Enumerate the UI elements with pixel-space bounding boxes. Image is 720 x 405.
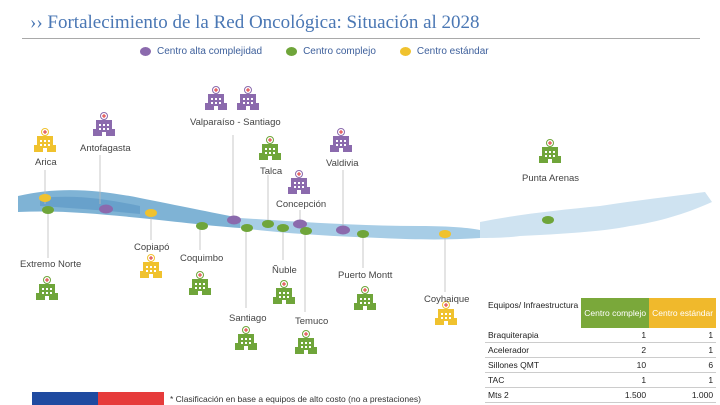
table-cell: Braquiterapia	[485, 328, 582, 343]
territory-south	[480, 192, 712, 238]
legend-item-high: Centro alta complejidad	[140, 46, 262, 57]
legend-label: Centro estándar	[416, 46, 489, 57]
table-cell: Mts 2	[485, 387, 582, 403]
table-cell: 6	[649, 357, 717, 373]
yellow-dot-icon	[399, 47, 411, 56]
place-label: Talca	[260, 166, 283, 177]
place-label: Extremo Norte	[20, 259, 82, 270]
place-label: Coquimbo	[180, 253, 224, 264]
table-cell: 1	[581, 328, 650, 343]
legend-item-standard: Centro estándar	[399, 46, 489, 57]
hospital-icon	[538, 139, 562, 164]
place-label: Ñuble	[272, 265, 297, 276]
hospital-icon	[236, 86, 260, 111]
place-label: Punta Arenas	[522, 173, 580, 184]
table-row: Sillones QMT 10 6	[485, 357, 717, 373]
hospital-icon	[258, 136, 282, 161]
green-dot-icon	[286, 47, 298, 56]
legend-label: Centro complejo	[303, 46, 376, 57]
hospital-icon	[204, 86, 228, 111]
table-header: Centro complejo	[581, 298, 650, 328]
table-row: Mts 2 1.500 1.000	[485, 387, 717, 403]
place-label: Antofagasta	[80, 143, 131, 154]
table-cell: 1	[649, 342, 717, 358]
place-label: Concepción	[276, 199, 327, 210]
table-cell: 1	[649, 372, 717, 388]
hospital-icon	[234, 326, 258, 351]
legend-item-complex: Centro complejo	[286, 46, 376, 57]
hospital-icon	[434, 301, 458, 326]
purple-dot-icon	[140, 47, 151, 56]
place-label: Coyhaique	[424, 294, 470, 305]
table-cell: TAC	[485, 372, 582, 388]
hospital-icon	[294, 330, 318, 355]
table-cell: Sillones QMT	[485, 357, 582, 373]
hospital-icon	[287, 170, 311, 195]
flag-stripe-red	[98, 392, 164, 405]
place-label: Temuco	[295, 316, 329, 327]
hospital-icon	[139, 254, 163, 279]
table-header: Equipos/ Infraestructura	[488, 300, 579, 310]
table-cell: 10	[581, 357, 650, 373]
hospital-icon	[33, 128, 57, 153]
place-label: Copiapó	[134, 242, 170, 253]
footnote: * Clasificación en base a equipos de alt…	[170, 394, 421, 404]
territory-shading	[40, 196, 140, 214]
place-label: Valdivia	[326, 158, 359, 169]
legend-label: Centro alta complejidad	[157, 46, 263, 57]
place-label: Santiago	[229, 313, 267, 324]
place-label: Puerto Montt	[338, 270, 393, 281]
table-cell: 1	[581, 372, 650, 388]
flag-stripe-blue	[32, 392, 98, 405]
hospital-icon	[92, 112, 116, 137]
table-header-row: Equipos/ Infraestructura Centro complejo…	[485, 298, 717, 328]
hospital-icon	[329, 128, 353, 153]
location-dots	[39, 194, 554, 238]
legend: Centro alta complejidad Centro complejo …	[140, 46, 513, 57]
hospital-icon	[35, 276, 59, 301]
hospital-icon	[188, 271, 212, 296]
table-cell: 1	[649, 328, 717, 343]
table-cell: 2	[581, 342, 650, 358]
title-divider	[22, 38, 700, 39]
table-header: Centro estándar	[649, 298, 717, 328]
table-cell: Acelerador	[485, 342, 582, 358]
table-cell: 1.000	[649, 387, 717, 403]
table-row: Acelerador 2 1	[485, 342, 717, 358]
page-title: ›› Fortalecimiento de la Red Oncológica:…	[30, 12, 480, 33]
hospital-icon	[272, 280, 296, 305]
table-cell: 1.500	[581, 387, 650, 403]
hospital-icon	[353, 286, 377, 311]
place-label: Arica	[35, 157, 57, 168]
place-label: Valparaíso - Santiago	[190, 117, 281, 128]
table-row: TAC 1 1	[485, 372, 717, 388]
table-row: Braquiterapia 1 1	[485, 328, 717, 343]
equipment-table: Equipos/ Infraestructura Centro complejo…	[485, 298, 717, 403]
